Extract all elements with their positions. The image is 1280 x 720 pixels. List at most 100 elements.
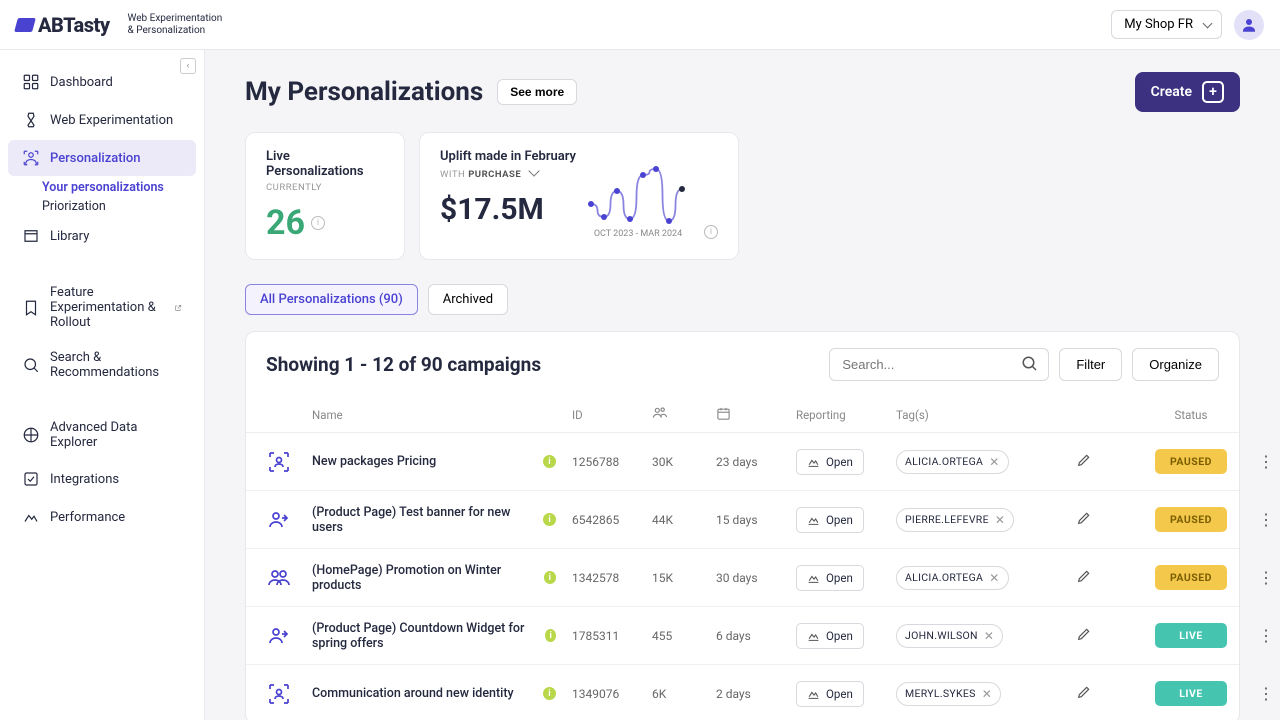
row-indicator-icon: i [543, 687, 556, 700]
tab-all[interactable]: All Personalizations (90) [245, 284, 418, 315]
create-button-label: Create [1151, 84, 1192, 100]
row-duration: 15 days [716, 513, 796, 527]
owner-tag[interactable]: ALICIA.ORTEGA✕ [896, 450, 1009, 474]
row-indicator-icon: i [545, 629, 556, 642]
edit-icon[interactable] [1076, 452, 1092, 468]
table-row[interactable]: (Product Page) Countdown Widget for spri… [246, 607, 1239, 665]
row-name: Communication around new identityi [312, 686, 572, 701]
remove-tag-icon[interactable]: ✕ [989, 571, 999, 585]
row-id: 1785311 [572, 629, 652, 643]
chart-icon [807, 571, 820, 584]
sidebar-item-feature-experimentation-rollout[interactable]: Feature Experimentation & Rollout [8, 276, 196, 339]
row-visitors: 455 [652, 629, 716, 643]
search-input[interactable] [829, 348, 1049, 381]
remove-tag-icon[interactable]: ✕ [982, 687, 992, 701]
row-menu-icon[interactable]: ⋮ [1246, 510, 1280, 529]
row-menu-icon[interactable]: ⋮ [1246, 452, 1280, 471]
chart-range: OCT 2023 - MAR 2024 [586, 229, 690, 239]
nav-label: Integrations [50, 472, 119, 487]
row-id: 1256788 [572, 455, 652, 469]
user-avatar[interactable] [1234, 10, 1264, 40]
nav-icon [22, 508, 40, 526]
row-name: (Product Page) Test banner for new users… [312, 505, 572, 535]
table-row[interactable]: (HomePage) Promotion on Winter productsi… [246, 549, 1239, 607]
shop-selector-label: My Shop FR [1124, 17, 1193, 32]
row-visitors: 15K [652, 571, 716, 585]
sidebar-item-personalization[interactable]: Personalization [8, 140, 196, 176]
nav-icon [22, 299, 40, 317]
create-button[interactable]: Create + [1135, 72, 1240, 112]
row-indicator-icon: i [544, 571, 556, 584]
sidebar-collapse[interactable]: ‹ [180, 58, 196, 74]
sidebar-item-performance[interactable]: Performance [8, 499, 196, 535]
open-report-button[interactable]: Open [796, 565, 864, 591]
owner-tag[interactable]: ALICIA.ORTEGA✕ [896, 566, 1009, 590]
filter-button[interactable]: Filter [1059, 348, 1122, 381]
info-icon[interactable]: i [311, 216, 325, 230]
topbar: ABTasty Web Experimentation & Personaliz… [0, 0, 1280, 50]
open-report-button[interactable]: Open [796, 681, 864, 707]
nav-label: Dashboard [50, 75, 113, 90]
col-name: Name [312, 408, 572, 422]
sidebar-subitem[interactable]: Your personalizations [0, 180, 204, 195]
edit-icon[interactable] [1076, 684, 1092, 700]
user-icon [1240, 16, 1258, 34]
chevron-down-icon[interactable] [528, 165, 539, 176]
col-tags: Tag(s) [896, 408, 1076, 422]
col-visitors-icon [652, 405, 716, 424]
open-report-button[interactable]: Open [796, 623, 864, 649]
chart-icon [807, 513, 820, 526]
col-status: Status [1136, 408, 1246, 422]
nav-icon [22, 73, 40, 91]
live-card-title: Live Personalizations [266, 149, 384, 179]
remove-tag-icon[interactable]: ✕ [989, 455, 999, 469]
remove-tag-icon[interactable]: ✕ [995, 513, 1005, 527]
row-duration: 2 days [716, 687, 796, 701]
row-type-icon [266, 507, 292, 533]
open-report-button[interactable]: Open [796, 507, 864, 533]
sidebar-item-web-experimentation[interactable]: Web Experimentation [8, 102, 196, 138]
row-menu-icon[interactable]: ⋮ [1246, 568, 1280, 587]
table-row[interactable]: (Product Page) Test banner for new users… [246, 491, 1239, 549]
edit-icon[interactable] [1076, 568, 1092, 584]
nav-label: Performance [50, 510, 125, 525]
status-badge: LIVE [1155, 623, 1227, 648]
organize-button[interactable]: Organize [1132, 348, 1219, 381]
page-title: My Personalizations [245, 77, 483, 107]
nav-label: Web Experimentation [50, 113, 173, 128]
sidebar-item-integrations[interactable]: Integrations [8, 461, 196, 497]
owner-tag[interactable]: MERYL.SYKES✕ [896, 682, 1001, 706]
row-menu-icon[interactable]: ⋮ [1246, 626, 1280, 645]
brand-tagline: Web Experimentation & Personalization [128, 13, 223, 37]
info-icon[interactable]: i [704, 225, 718, 239]
remove-tag-icon[interactable]: ✕ [984, 629, 994, 643]
tab-archived[interactable]: Archived [428, 284, 508, 315]
edit-icon[interactable] [1076, 510, 1092, 526]
see-more-button[interactable]: See more [497, 79, 577, 105]
owner-tag[interactable]: PIERRE.LEFEVRE✕ [896, 508, 1014, 532]
table-row[interactable]: New packages Pricingi 1256788 30K 23 day… [246, 433, 1239, 491]
status-badge: PAUSED [1155, 507, 1227, 532]
logo[interactable]: ABTasty Web Experimentation & Personaliz… [16, 13, 222, 37]
sidebar-item-dashboard[interactable]: Dashboard [8, 64, 196, 100]
nav-icon [22, 227, 40, 245]
sidebar-item-search-recommendations[interactable]: Search & Recommendations [8, 341, 196, 389]
row-type-icon [266, 565, 292, 591]
sidebar: ‹ Dashboard Web Experimentation Personaliz… [0, 50, 205, 720]
sidebar-item-library[interactable]: Library [8, 218, 196, 254]
uplift-card-title: Uplift made in February [440, 149, 576, 164]
row-indicator-icon: i [543, 513, 556, 526]
open-report-button[interactable]: Open [796, 449, 864, 475]
shop-selector[interactable]: My Shop FR [1111, 10, 1222, 39]
uplift-card-value: $17.5M [440, 192, 576, 227]
col-reporting: Reporting [796, 408, 896, 422]
sidebar-subitem[interactable]: Priorization [0, 199, 204, 214]
row-name: (HomePage) Promotion on Winter productsi [312, 563, 572, 593]
sidebar-item-advanced-data-explorer[interactable]: Advanced Data Explorer [8, 411, 196, 459]
table-row[interactable]: Communication around new identityi 13490… [246, 665, 1239, 720]
row-type-icon [266, 623, 292, 649]
edit-icon[interactable] [1076, 626, 1092, 642]
row-menu-icon[interactable]: ⋮ [1246, 684, 1280, 703]
row-visitors: 44K [652, 513, 716, 527]
owner-tag[interactable]: JOHN.WILSON✕ [896, 624, 1003, 648]
